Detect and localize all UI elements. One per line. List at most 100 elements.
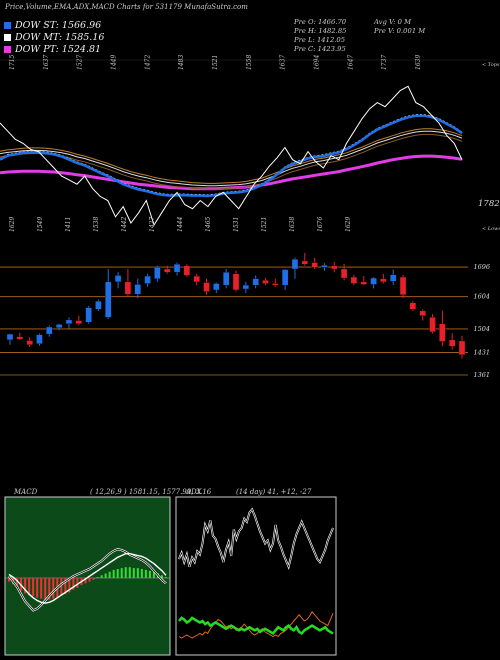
candle-body xyxy=(331,265,338,270)
adx-label: ADX xyxy=(186,488,202,496)
candle-body xyxy=(134,284,141,295)
macd-line-core xyxy=(8,548,167,611)
top-label: 1737 xyxy=(381,55,388,70)
legend-label: DOW MT: 1585.16 xyxy=(15,32,105,43)
bottom-label: 1538 xyxy=(93,217,100,232)
top-label: 1527 xyxy=(77,55,84,70)
bottom-label: 1629 xyxy=(345,217,352,232)
candle-body xyxy=(173,264,181,273)
legend-swatch-icon xyxy=(4,22,11,29)
legend-label: DOW ST: 1566.96 xyxy=(15,20,102,31)
macd-signal-line xyxy=(8,553,167,604)
top-label: 1449 xyxy=(111,55,118,70)
legend-item-dow-st: DOW ST: 1566.96 xyxy=(4,20,101,31)
adx-plus-di-line xyxy=(178,616,334,636)
price-line xyxy=(0,85,463,227)
pre-high: Pre H: 1482.85 xyxy=(294,27,347,35)
candle-body xyxy=(114,275,122,283)
candle-body xyxy=(321,264,328,268)
pre-close: Pre C: 1423.95 xyxy=(294,45,346,53)
legend-item-dow-mt: DOW MT: 1585.16 xyxy=(4,32,104,43)
top-label: 1639 xyxy=(415,55,422,70)
bottom-label: 1549 xyxy=(37,217,44,232)
candle-body xyxy=(95,301,102,310)
candle-body xyxy=(458,340,466,355)
candle-body xyxy=(154,267,161,279)
candle-body xyxy=(380,278,387,283)
top-label: 1715 xyxy=(9,55,16,70)
lows-label: < Lows xyxy=(482,226,500,232)
candle-body xyxy=(232,273,240,291)
top-label: 1558 xyxy=(246,55,253,70)
bottom-label: 1521 xyxy=(261,217,268,232)
candle-body xyxy=(399,276,407,295)
bottom-label: 1411 xyxy=(65,217,72,232)
candle-body xyxy=(203,282,210,292)
bottom-label: 1676 xyxy=(317,217,324,232)
legend-swatch-icon xyxy=(4,34,11,41)
candle-body xyxy=(164,268,171,273)
candle-body xyxy=(55,324,63,328)
bottom-label: 1427 xyxy=(149,217,156,232)
candle-body xyxy=(370,277,377,285)
candle-body xyxy=(340,268,348,279)
candle-body xyxy=(193,275,200,283)
ema-short-line xyxy=(0,114,463,198)
bottom-label: 1531 xyxy=(233,217,240,232)
candle-body xyxy=(439,323,446,342)
candle-body xyxy=(183,265,191,276)
candle-body xyxy=(301,260,308,265)
adx-params: (14 day) 41, +12, -27 xyxy=(236,488,312,496)
ema-mid-line xyxy=(0,133,463,190)
candle-body xyxy=(26,340,33,345)
avg-volume: Avg V: 0 M xyxy=(374,18,412,26)
candle-body xyxy=(85,307,92,323)
pre-open: Pre O: 1466.70 xyxy=(294,18,347,26)
legend-item-dow-pt: DOW PT: 1524.81 xyxy=(4,44,101,55)
candle-body xyxy=(409,302,417,310)
legend-label: DOW PT: 1524.81 xyxy=(15,44,102,55)
ema-orange-line xyxy=(0,128,463,184)
candle-body xyxy=(281,269,289,286)
candle-body xyxy=(144,275,151,284)
candle-body xyxy=(75,320,82,324)
top-label: 1694 xyxy=(314,55,321,70)
candle-body xyxy=(311,262,318,268)
candle-body xyxy=(350,276,358,284)
top-label: 1637 xyxy=(280,55,287,70)
candle-body xyxy=(65,319,73,324)
candle-body xyxy=(272,283,279,286)
support-line-label: 1431 xyxy=(473,348,490,356)
candle-body xyxy=(252,278,259,286)
candle-body xyxy=(213,283,220,291)
candle-body xyxy=(105,281,112,318)
candle-body xyxy=(46,326,53,335)
support-line-label: 1504 xyxy=(473,325,490,333)
tops-label: < Tops xyxy=(482,62,500,68)
support-line-label: 1361 xyxy=(473,371,490,379)
pre-volume: Pre V: 0.001 M xyxy=(374,27,426,35)
bottom-label: 1629 xyxy=(9,217,16,232)
candle-body xyxy=(449,339,456,347)
ema-mt-line xyxy=(0,130,463,187)
macd-params: ( 12,26,9 ) 1581.15, 1577.99, 3.16 xyxy=(90,488,212,496)
macd-label: MACD xyxy=(14,488,38,496)
support-line-label: 1696 xyxy=(473,263,490,271)
candle-body xyxy=(36,334,43,344)
bottom-label: 1442 xyxy=(121,217,128,232)
candle-body xyxy=(242,284,249,290)
bottom-label: 1465 xyxy=(205,217,212,232)
top-label: 1521 xyxy=(212,55,219,70)
chart-title: Price,Volume,EMA,ADX,MACD Charts for 531… xyxy=(5,3,248,11)
bottom-label: 1444 xyxy=(177,217,184,232)
top-label: 1637 xyxy=(43,55,50,70)
last-value-label: 1782.35 xyxy=(478,199,500,209)
top-label: 1472 xyxy=(144,55,151,70)
adx-minus-di-line xyxy=(178,610,334,639)
candle-body xyxy=(419,310,426,316)
adx-line-core xyxy=(178,508,334,568)
candle-body xyxy=(291,259,299,270)
candle-body xyxy=(429,317,436,332)
legend-swatch-icon xyxy=(4,46,11,53)
